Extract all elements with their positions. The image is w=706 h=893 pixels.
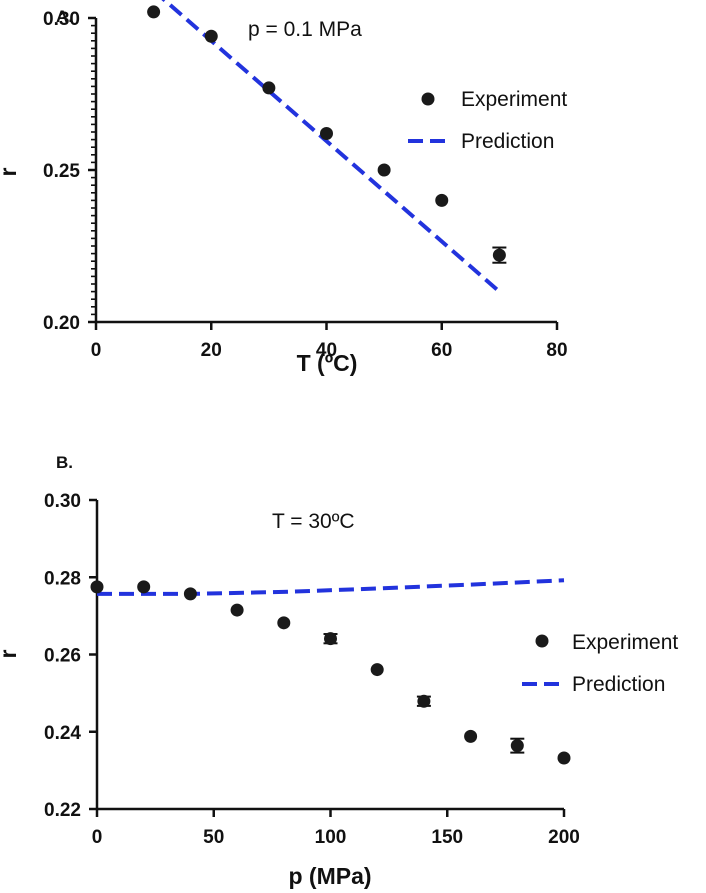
panel-a-experiment-point bbox=[147, 5, 161, 19]
panel-b-experiment-point bbox=[230, 603, 244, 617]
panel-b-experiment-point bbox=[417, 694, 431, 708]
panel-a-label: A. bbox=[56, 7, 73, 26]
panel-b-experiment-point bbox=[370, 663, 384, 677]
panel-a-x-tick-label: 0 bbox=[91, 340, 102, 361]
panel-b-prediction-line bbox=[97, 578, 565, 596]
panel-a-legend-experiment-label: Experiment bbox=[461, 88, 567, 111]
panel-b-experiment-point bbox=[510, 739, 524, 753]
panel-a-y-axis-title: r bbox=[0, 167, 21, 176]
panel-a-experiment-point bbox=[492, 248, 506, 262]
panel-b-y-tick-label: 0.26 bbox=[44, 646, 81, 667]
panel-b-experiment-point bbox=[464, 729, 478, 743]
panel-a-x-tick-label: 60 bbox=[431, 340, 452, 361]
panel-b-legend-experiment-marker bbox=[535, 634, 549, 648]
panel-b-x-tick-label: 100 bbox=[315, 827, 347, 848]
panel-b-experiment-point bbox=[183, 587, 197, 601]
panel-b-x-tick-label: 200 bbox=[548, 827, 580, 848]
panel-a-ticks bbox=[88, 16, 559, 330]
panel-a-experiment-point bbox=[320, 127, 333, 141]
panel-b: B. T = 30ºC 0 50 100 150 200 0.22 0.24 0… bbox=[0, 453, 678, 889]
panel-b-plot-area bbox=[90, 578, 571, 765]
panel-a-experiment-point bbox=[262, 81, 276, 95]
panel-a-legend-experiment-marker bbox=[421, 92, 435, 106]
panel-b-y-tick-label: 0.22 bbox=[44, 800, 81, 821]
panel-b-experiment-point bbox=[90, 580, 104, 594]
panel-a-y-tick-label: 0.30 bbox=[43, 9, 80, 30]
panel-b-legend-experiment-label: Experiment bbox=[572, 631, 678, 654]
panel-b-x-axis-title: p (MPa) bbox=[288, 863, 371, 889]
panel-b-x-tick-label: 150 bbox=[431, 827, 463, 848]
panel-b-condition: T = 30ºC bbox=[272, 510, 355, 533]
panel-a-experiment-point bbox=[204, 29, 218, 43]
panel-b-y-tick-label: 0.28 bbox=[44, 568, 81, 589]
panel-b-experiment-point bbox=[277, 616, 291, 630]
panel-a-y-tick-label: 0.25 bbox=[43, 161, 80, 182]
panel-b-legend-prediction-label: Prediction bbox=[572, 673, 665, 696]
panel-a-prediction-line bbox=[161, 0, 501, 294]
panel-b-y-axis-title: r bbox=[0, 649, 21, 658]
panel-b-y-tick-label: 0.30 bbox=[44, 491, 81, 512]
panel-a-experiment-point bbox=[377, 163, 391, 177]
panel-a-x-axis-title: T (ºC) bbox=[297, 350, 358, 376]
panel-a-experiment-point bbox=[435, 193, 449, 207]
panel-a-legend: Experiment Prediction bbox=[408, 88, 567, 153]
panel-a: A. p = 0.1 MPa 0 20 40 60 80 0.20 0.25 0… bbox=[0, 0, 568, 376]
panel-a-x-tick-label: 80 bbox=[546, 340, 567, 361]
panel-b-experiment-point bbox=[137, 580, 151, 594]
panel-b-legend: Experiment Prediction bbox=[522, 631, 678, 696]
panel-b-experiment-point bbox=[557, 751, 571, 765]
panel-a-plot-area bbox=[147, 0, 507, 294]
panel-a-condition: p = 0.1 MPa bbox=[248, 18, 362, 41]
panel-b-x-tick-label: 50 bbox=[203, 827, 224, 848]
panel-b-label: B. bbox=[56, 453, 73, 472]
panel-a-y-tick-label: 0.20 bbox=[43, 313, 80, 334]
panel-b-ticks bbox=[89, 498, 566, 817]
panel-b-x-tick-label: 0 bbox=[92, 827, 103, 848]
panel-a-legend-prediction-label: Prediction bbox=[461, 130, 554, 153]
panel-a-x-tick-label: 20 bbox=[201, 340, 222, 361]
panel-b-y-tick-label: 0.24 bbox=[44, 723, 81, 744]
panel-a-x-tick-label: 40 bbox=[316, 340, 337, 361]
panel-b-experiment-point bbox=[324, 632, 337, 646]
